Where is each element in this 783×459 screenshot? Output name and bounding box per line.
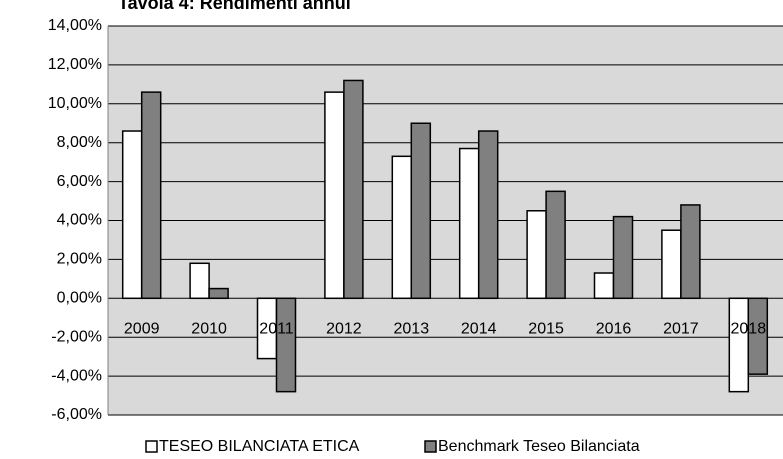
- bar: [391, 155, 413, 300]
- y-tick-label: 8,00%: [57, 134, 102, 151]
- x-tick-label: 2012: [326, 321, 362, 338]
- bar: [728, 297, 750, 393]
- bar: [343, 79, 364, 300]
- x-tick-label: 2015: [528, 321, 564, 338]
- bar: [526, 210, 547, 300]
- bar: [275, 297, 297, 393]
- x-tick-label: 2016: [596, 321, 632, 338]
- x-tick-label: 2018: [731, 321, 767, 338]
- bar: [324, 91, 345, 300]
- x-tick-label: 2011: [259, 321, 294, 338]
- x-tick-label: 2014: [461, 321, 497, 338]
- bar: [458, 147, 480, 300]
- y-tick-label: -2,00%: [51, 328, 102, 345]
- legend-label: Benchmark Teseo Bilanciata: [438, 438, 640, 455]
- chart-title: Tavola 4: Rendimenti annui: [118, 0, 351, 13]
- y-tick-label: 2,00%: [57, 251, 102, 268]
- y-tick-label: -6,00%: [51, 406, 102, 423]
- y-tick-label: -4,00%: [51, 367, 102, 384]
- bar: [121, 130, 143, 300]
- x-tick-label: 2013: [394, 321, 430, 338]
- bar: [593, 272, 615, 300]
- bar: [612, 215, 634, 300]
- x-tick-label: 2017: [663, 321, 699, 338]
- y-tick-label: 12,00%: [48, 56, 102, 73]
- y-tick-label: 4,00%: [57, 212, 102, 229]
- x-tick-label: 2009: [124, 321, 160, 338]
- bar: [189, 262, 210, 300]
- bar: [680, 204, 701, 300]
- legend-swatch: [145, 440, 158, 453]
- bar: [477, 130, 499, 300]
- y-tick-label: 10,00%: [48, 95, 102, 112]
- y-tick-label: 0,00%: [57, 290, 102, 307]
- bar: [208, 287, 229, 300]
- x-tick-label: 2010: [191, 321, 227, 338]
- bar: [747, 297, 769, 375]
- legend-label: TESEO BILANCIATA ETICA: [159, 438, 360, 455]
- legend-swatch: [424, 440, 437, 453]
- bar: [545, 190, 566, 300]
- y-tick-label: 6,00%: [57, 173, 102, 190]
- bar: [410, 122, 432, 300]
- bar: [140, 91, 162, 300]
- bar: [661, 229, 682, 300]
- y-tick-label: 14,00%: [48, 17, 102, 34]
